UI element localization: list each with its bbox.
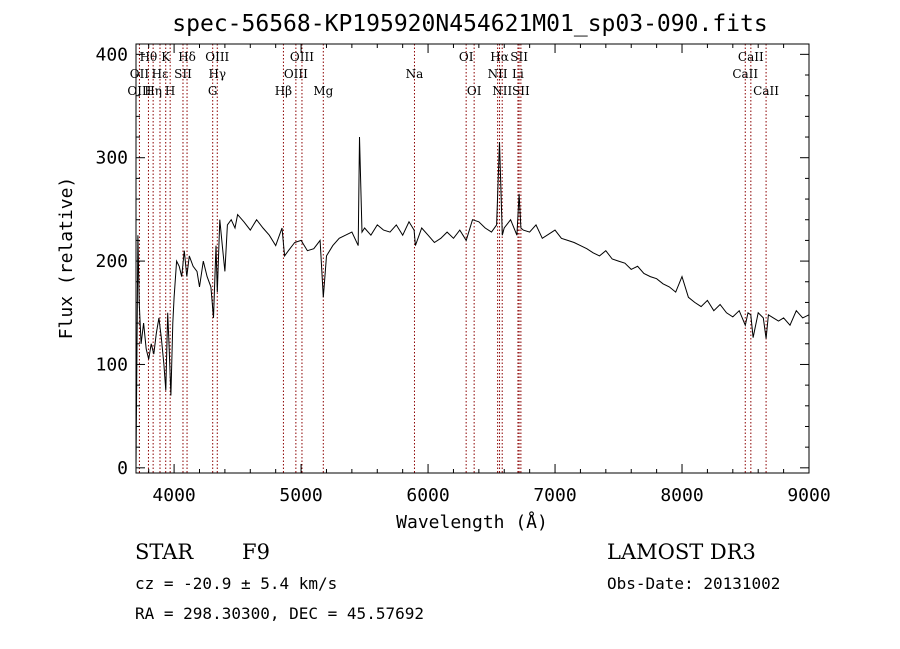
spectral-line-label: SII xyxy=(174,67,192,81)
spectral-line-label: Hε xyxy=(152,67,169,81)
spectral-line-label: Hθ xyxy=(140,50,158,64)
y-tick-label: 400 xyxy=(95,44,128,65)
spectral-line-label: CaII xyxy=(738,50,764,64)
y-axis-ticks: 0 100 200 300 400 xyxy=(95,44,809,479)
spectral-line-label: NII xyxy=(488,67,508,81)
spectral-line-label: OI xyxy=(467,84,482,98)
spectral-line-markers xyxy=(138,44,767,473)
spectral-line-label: OII xyxy=(130,67,150,81)
spectral-line-label: Mg xyxy=(313,84,333,98)
spectrum-series-line xyxy=(135,136,810,468)
spectral-line-label: NII xyxy=(492,84,512,98)
spectral-line-label: Na xyxy=(406,67,424,81)
spectral-line-label: OIII xyxy=(205,50,229,64)
spectral-line-label: OIII xyxy=(290,50,314,64)
survey-name: LAMOST DR3 xyxy=(607,540,756,564)
spectral-line-label: Li xyxy=(512,67,524,81)
spectral-line-label: OIII xyxy=(284,67,308,81)
x-tick-label: 6000 xyxy=(406,485,449,506)
obs-date-text: Obs-Date: 20131002 xyxy=(607,574,780,593)
spectral-line-label: CaII xyxy=(753,84,779,98)
spectral-line-label: Hβ xyxy=(275,84,292,98)
spectral-line-label: H xyxy=(165,84,175,98)
spectral-line-label: SII xyxy=(512,84,530,98)
spectral-line-label: OIII xyxy=(127,84,151,98)
y-tick-label: 0 xyxy=(117,458,128,479)
y-tick-label: 300 xyxy=(95,148,128,169)
x-axis-label: Wavelength (Å) xyxy=(396,511,548,533)
x-axis-ticks: 4000 5000 6000 7000 8000 9000 xyxy=(148,44,831,506)
chart-title: spec-56568-KP195920N454621M01_sp03-090.f… xyxy=(172,11,767,37)
coordinates-text: RA = 298.30300, DEC = 45.57692 xyxy=(135,604,424,623)
spectral-line-label: CaII xyxy=(732,67,758,81)
spectral-line-label: K xyxy=(161,50,171,64)
spectral-line-label: SII xyxy=(510,50,528,64)
x-tick-label: 4000 xyxy=(152,485,195,506)
redshift-text: cz = -20.9 ± 5.4 km/s xyxy=(135,574,337,593)
object-subclass: F9 xyxy=(242,540,270,564)
y-tick-label: 100 xyxy=(95,354,128,375)
y-tick-label: 200 xyxy=(95,251,128,272)
x-tick-label: 5000 xyxy=(279,485,322,506)
x-tick-label: 9000 xyxy=(787,485,830,506)
x-tick-label: 7000 xyxy=(533,485,576,506)
spectral-line-label: G xyxy=(208,84,218,98)
spectral-line-label: Hδ xyxy=(178,50,196,64)
spectral-line-label: Hα xyxy=(490,50,509,64)
spectral-line-label: Hγ xyxy=(208,67,226,81)
spectral-line-label: OI xyxy=(459,50,474,64)
plot-frame xyxy=(135,43,810,474)
x-tick-label: 8000 xyxy=(660,485,703,506)
y-axis-label: Flux (relative) xyxy=(56,177,77,340)
object-class: STAR xyxy=(135,540,194,564)
spectral-line-label: Hη xyxy=(144,84,162,98)
